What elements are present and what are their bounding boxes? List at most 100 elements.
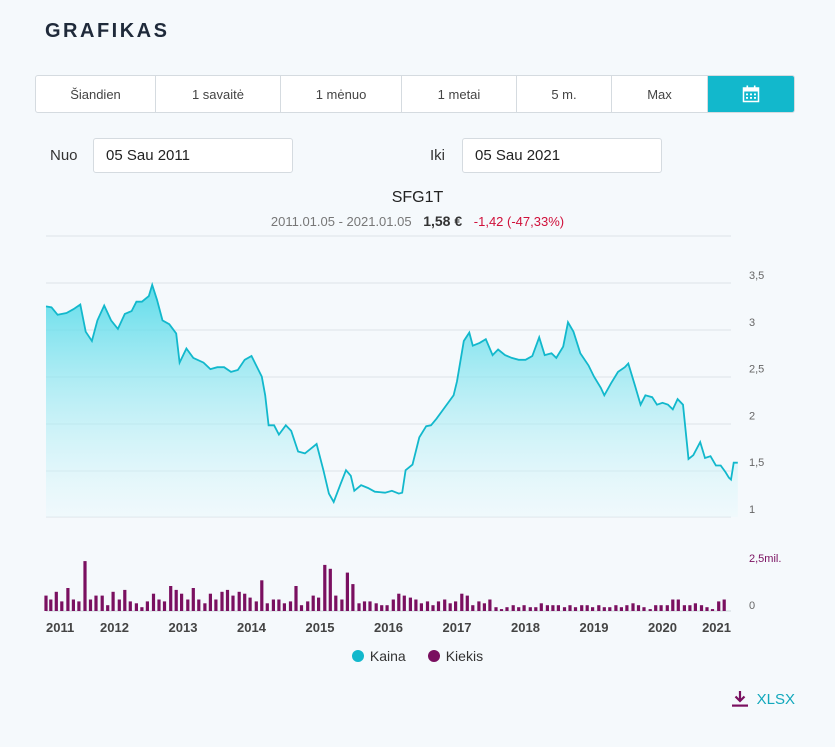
volume-bar — [494, 607, 498, 611]
volume-bar — [699, 605, 704, 611]
volume-bar — [676, 599, 680, 611]
period-tabs: Šiandien 1 savaitė 1 mėnuo 1 metai 5 m. … — [35, 75, 795, 113]
volume-bar — [277, 599, 281, 611]
volume-bar — [288, 601, 293, 611]
x-tick-label: 2012 — [100, 620, 129, 635]
volume-bar — [385, 605, 389, 611]
download-xlsx-button[interactable]: XLSX — [731, 690, 795, 708]
volume-bar — [419, 603, 423, 611]
volume-bar — [134, 603, 138, 611]
y-tick-label: 1 — [749, 504, 755, 516]
legend-item-volume[interactable]: Kiekis — [427, 648, 484, 664]
legend-item-price[interactable]: Kaina — [351, 648, 406, 664]
volume-bar — [374, 603, 378, 611]
volume-bar — [585, 605, 589, 611]
volume-bar — [123, 589, 127, 611]
volume-bar — [282, 603, 286, 611]
chart-legend: Kaina Kiekis — [0, 648, 835, 664]
volume-bar — [556, 605, 560, 611]
volume-bar — [60, 601, 64, 611]
volume-bar — [345, 572, 349, 611]
x-tick-label: 2019 — [580, 620, 609, 635]
volume-bar — [220, 591, 224, 611]
volume-bar — [311, 595, 315, 611]
from-date-input[interactable] — [93, 138, 293, 173]
tab-today[interactable]: Šiandien — [36, 76, 156, 112]
price-change: -1,42 (-47,33%) — [473, 214, 565, 229]
legend-label-volume: Kiekis — [445, 648, 484, 664]
tab-1-year[interactable]: 1 metai — [402, 76, 517, 112]
volume-bar — [128, 601, 132, 611]
volume-bar — [169, 586, 173, 611]
volume-bar — [71, 599, 75, 611]
volume-bar — [174, 589, 178, 611]
volume-bar — [602, 607, 606, 611]
volume-bar — [208, 593, 212, 611]
volume-bar — [682, 605, 686, 611]
volume-bar — [111, 591, 115, 611]
volume-bar — [642, 607, 646, 611]
volume-bar — [265, 603, 269, 611]
volume-bar — [619, 607, 623, 611]
volume-bar — [522, 605, 526, 611]
volume-bar — [688, 605, 692, 611]
volume-bar — [717, 601, 721, 611]
volume-bar — [608, 607, 612, 611]
volume-bar — [454, 601, 458, 611]
volume-bar — [545, 605, 549, 611]
volume-bar — [231, 595, 235, 611]
tab-1-week[interactable]: 1 savaitė — [156, 76, 281, 112]
volume-bar — [460, 593, 464, 611]
to-label: Iki — [430, 147, 445, 164]
volume-bar — [665, 605, 669, 611]
volume-bar — [465, 595, 469, 611]
tab-5-years[interactable]: 5 m. — [517, 76, 612, 112]
volume-bar — [66, 588, 70, 611]
volume-bar — [294, 586, 298, 611]
volume-bar — [499, 609, 504, 611]
volume-bar — [477, 601, 481, 611]
volume-bar — [705, 607, 709, 611]
volume-bar — [580, 605, 584, 611]
volume-bar — [151, 593, 156, 611]
to-date-input[interactable] — [462, 138, 662, 173]
y-tick-label: 3,5 — [749, 270, 764, 282]
volume-bar — [44, 595, 48, 611]
volume-bar — [334, 595, 338, 611]
tab-1-month[interactable]: 1 mėnuo — [281, 76, 402, 112]
volume-bar — [94, 595, 98, 611]
volume-bar — [299, 605, 304, 611]
tab-max[interactable]: Max — [612, 76, 708, 112]
volume-bar — [671, 599, 675, 611]
period-text: 2011.01.05 - 2021.01.05 — [270, 214, 412, 229]
volume-bar — [614, 605, 618, 611]
download-label: XLSX — [756, 690, 795, 708]
volume-bar — [591, 607, 595, 611]
volume-bar — [654, 605, 658, 611]
tab-custom-range[interactable] — [708, 76, 794, 112]
volume-bar — [157, 599, 161, 611]
volume-bar — [197, 599, 201, 611]
volume-bar — [49, 599, 53, 611]
volume-bar — [443, 599, 447, 611]
volume-bar — [323, 564, 327, 611]
volume-bar — [402, 595, 406, 611]
volume-bar — [425, 601, 430, 611]
y-tick-label: 3 — [749, 317, 755, 329]
legend-label-price: Kaina — [369, 648, 406, 664]
volume-bar — [191, 588, 195, 611]
ticker-title: SFG1T — [391, 189, 444, 206]
volume-bar — [397, 593, 401, 611]
volume-tick-label: 0 — [749, 600, 755, 612]
price-area — [46, 284, 738, 517]
volume-bar — [597, 605, 601, 611]
volume-bar — [271, 599, 275, 611]
volume-bar — [436, 601, 441, 611]
x-tick-label: 2017 — [443, 620, 472, 635]
chart-summary: 2011.01.05 - 2021.01.05 1,58 € -1,42 (-4… — [0, 213, 835, 229]
volume-bar — [77, 601, 81, 611]
volume-bar — [368, 601, 372, 611]
legend-dot-price — [351, 650, 364, 662]
volume-bar — [659, 605, 663, 611]
volume-bar — [254, 601, 258, 611]
